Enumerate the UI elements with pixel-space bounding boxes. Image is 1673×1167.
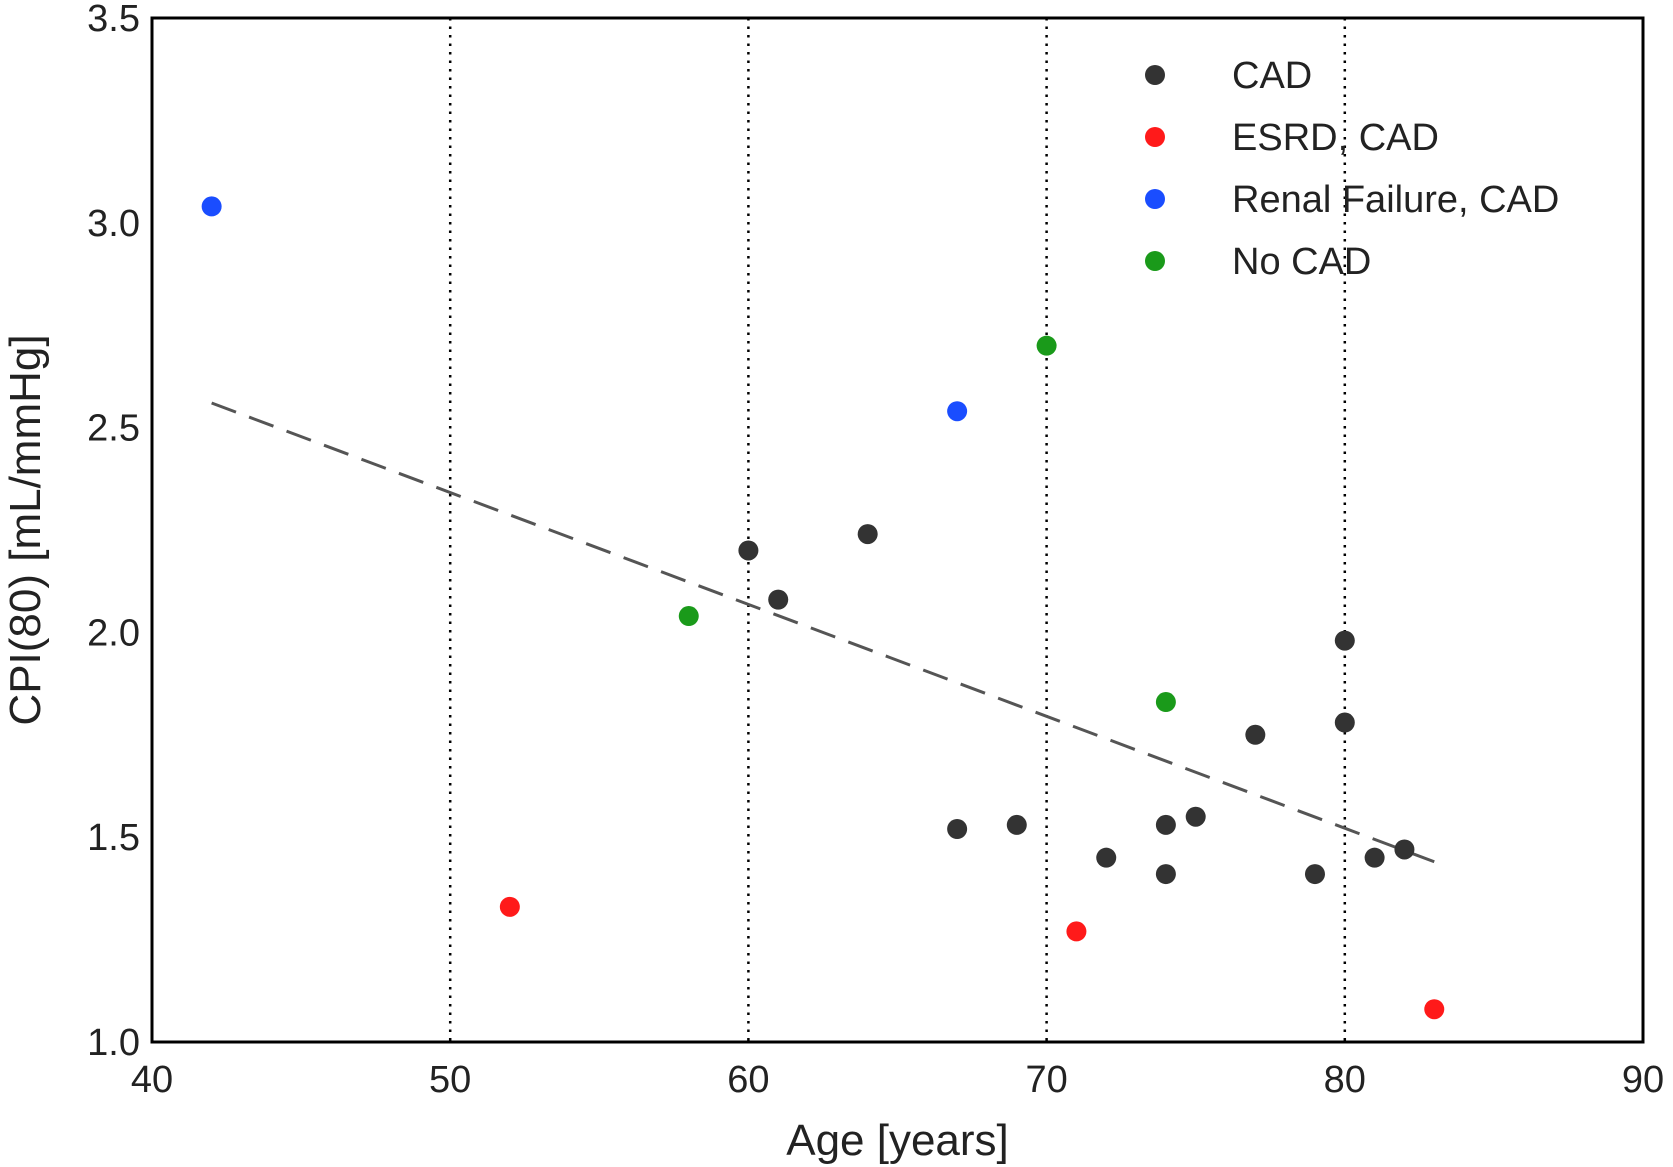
x-tick-label: 60 (727, 1059, 769, 1101)
legend-label-renal-failure-cad: Renal Failure, CAD (1232, 179, 1559, 221)
trend-line (211, 401, 1435, 864)
legend-marker-renal-failure-cad (1145, 189, 1165, 209)
point-cad (1364, 847, 1385, 868)
x-tick-label: 40 (131, 1059, 173, 1101)
point-cad (1304, 864, 1325, 885)
legend-marker-no-cad (1145, 251, 1165, 271)
y-tick-label: 3.0 (87, 203, 140, 245)
point-cad (1334, 712, 1355, 733)
legend-label-no-cad: No CAD (1232, 241, 1371, 283)
y-tick-label: 2.0 (87, 612, 140, 654)
point-cad (738, 540, 759, 561)
point-cad (1155, 814, 1176, 835)
point-cad (1096, 847, 1117, 868)
x-tick-label: 90 (1622, 1059, 1664, 1101)
y-axis-title: CPI(80) [mL/mmHg] (1, 334, 50, 725)
point-esrd-cad (499, 896, 520, 917)
point-cad (1006, 814, 1027, 835)
point-cad (947, 819, 968, 840)
point-no-cad (1036, 335, 1057, 356)
legend: CAD ESRD, CAD Renal Failure, CAD No CAD (1145, 55, 1559, 283)
point-esrd-cad (1424, 999, 1445, 1020)
point-cad (1185, 806, 1206, 827)
x-tick-label: 80 (1324, 1059, 1366, 1101)
point-renal-failure-cad (947, 401, 968, 422)
y-tick-label: 2.5 (87, 408, 140, 450)
point-cad (1394, 839, 1415, 860)
x-axis-ticks: 40 50 60 70 80 90 (131, 1059, 1664, 1101)
legend-label-cad: CAD (1232, 55, 1312, 97)
legend-marker-esrd-cad (1145, 127, 1165, 147)
point-cad (1245, 724, 1266, 745)
point-cad (1334, 630, 1355, 651)
x-tick-label: 70 (1025, 1059, 1067, 1101)
points-layer (201, 196, 1445, 1020)
point-no-cad (678, 606, 699, 627)
x-axis-title: Age [years] (786, 1116, 1009, 1165)
point-cad (857, 524, 878, 545)
y-tick-label: 3.5 (87, 0, 140, 40)
point-renal-failure-cad (201, 196, 222, 217)
y-tick-label: 1.0 (87, 1022, 140, 1064)
point-cad (1155, 864, 1176, 885)
y-tick-label: 1.5 (87, 817, 140, 859)
x-tick-label: 50 (429, 1059, 471, 1101)
trend-layer (211, 401, 1435, 864)
legend-label-esrd-cad: ESRD, CAD (1232, 117, 1439, 159)
grid-layer (448, 18, 1347, 1042)
point-cad (768, 589, 789, 610)
point-esrd-cad (1066, 921, 1087, 942)
plot-frame (150, 16, 1645, 1044)
y-axis-ticks: 1.0 1.5 2.0 2.5 3.0 3.5 (87, 0, 140, 1064)
point-no-cad (1155, 692, 1176, 713)
legend-marker-cad (1145, 65, 1165, 85)
